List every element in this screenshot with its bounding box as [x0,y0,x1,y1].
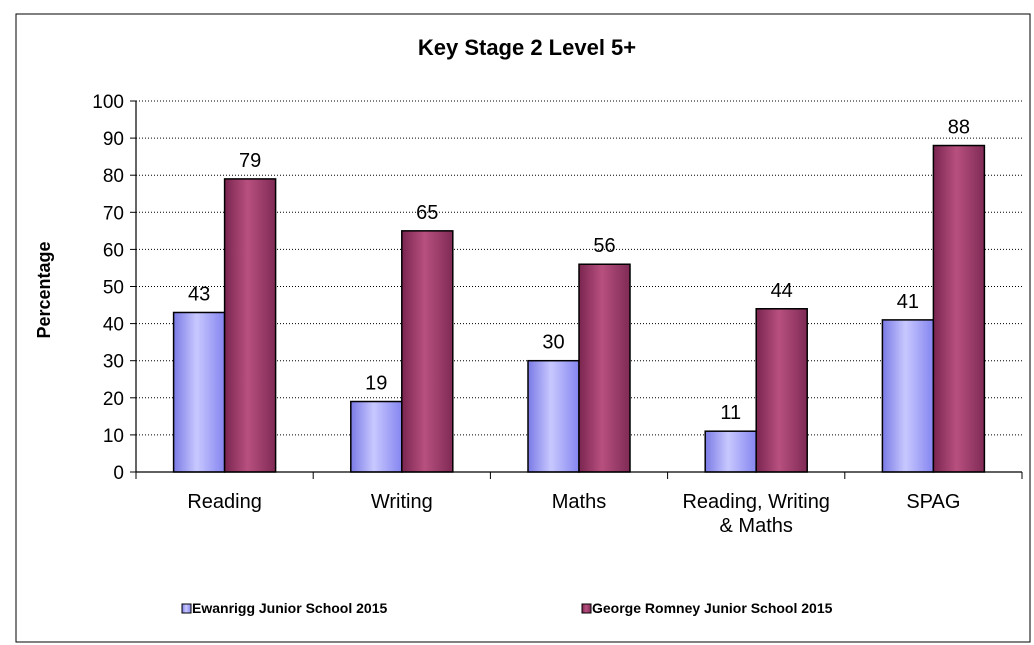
legend-swatch [181,603,192,614]
gridlines [136,100,1022,436]
y-tick-label: 100 [92,92,124,113]
chart-frame [15,13,1031,643]
x-category-label: Reading, Writing [682,491,829,513]
y-tick-label: 10 [103,426,124,447]
data-label: 19 [365,373,387,395]
y-tick-label: 80 [103,166,124,187]
y-tick-label: 30 [103,352,124,373]
x-category-label: Reading [187,491,262,513]
data-label: 41 [897,291,919,313]
axes: 0 10 20 30 40 50 60 70 80 90 100 [92,92,1023,484]
x-category-label: SPAG [906,491,960,513]
y-tick-label: 70 [103,203,124,224]
y-tick-label: 60 [103,240,124,261]
data-label: 30 [542,332,564,354]
y-tick-label: 90 [103,129,124,150]
chart-title: Key Stage 2 Level 5+ [418,35,636,60]
bar-george-romney [578,263,631,473]
data-label: 43 [188,283,210,305]
legend-label: George Romney Junior School 2015 [592,600,833,616]
x-category-label: Writing [371,491,433,513]
y-tick-label: 50 [103,278,124,299]
y-tick-label: 20 [103,389,124,410]
y-tick-label: 40 [103,315,124,336]
y-tick-label: 0 [113,463,124,484]
bar-george-romney [401,230,454,473]
bar-ewanrigg [172,311,226,473]
data-label: 88 [948,117,970,139]
bar-george-romney [932,144,986,473]
bar-ewanrigg [881,319,935,473]
bar-george-romney [223,178,277,473]
bar-george-romney [755,308,808,473]
bars [172,144,986,473]
bar-ewanrigg [704,430,757,473]
legend-swatch [581,603,592,614]
data-label: 56 [593,235,615,257]
data-label: 79 [239,150,261,172]
legend: Ewanrigg Junior School 2015 George Romney… [181,600,833,616]
data-label: 11 [720,402,741,424]
data-label: 65 [416,202,438,224]
legend-label: Ewanrigg Junior School 2015 [192,600,387,616]
x-category-label: Maths [552,491,606,513]
data-label: 44 [771,280,793,302]
y-axis-label: Percentage [34,241,54,338]
bar-ewanrigg [527,359,580,473]
labels: 43 79 Reading 19 65 Writing 30 56 Maths 11 44 Readi… [187,117,970,537]
bar-ewanrigg [350,400,403,473]
x-category-label: & Maths [720,515,793,537]
